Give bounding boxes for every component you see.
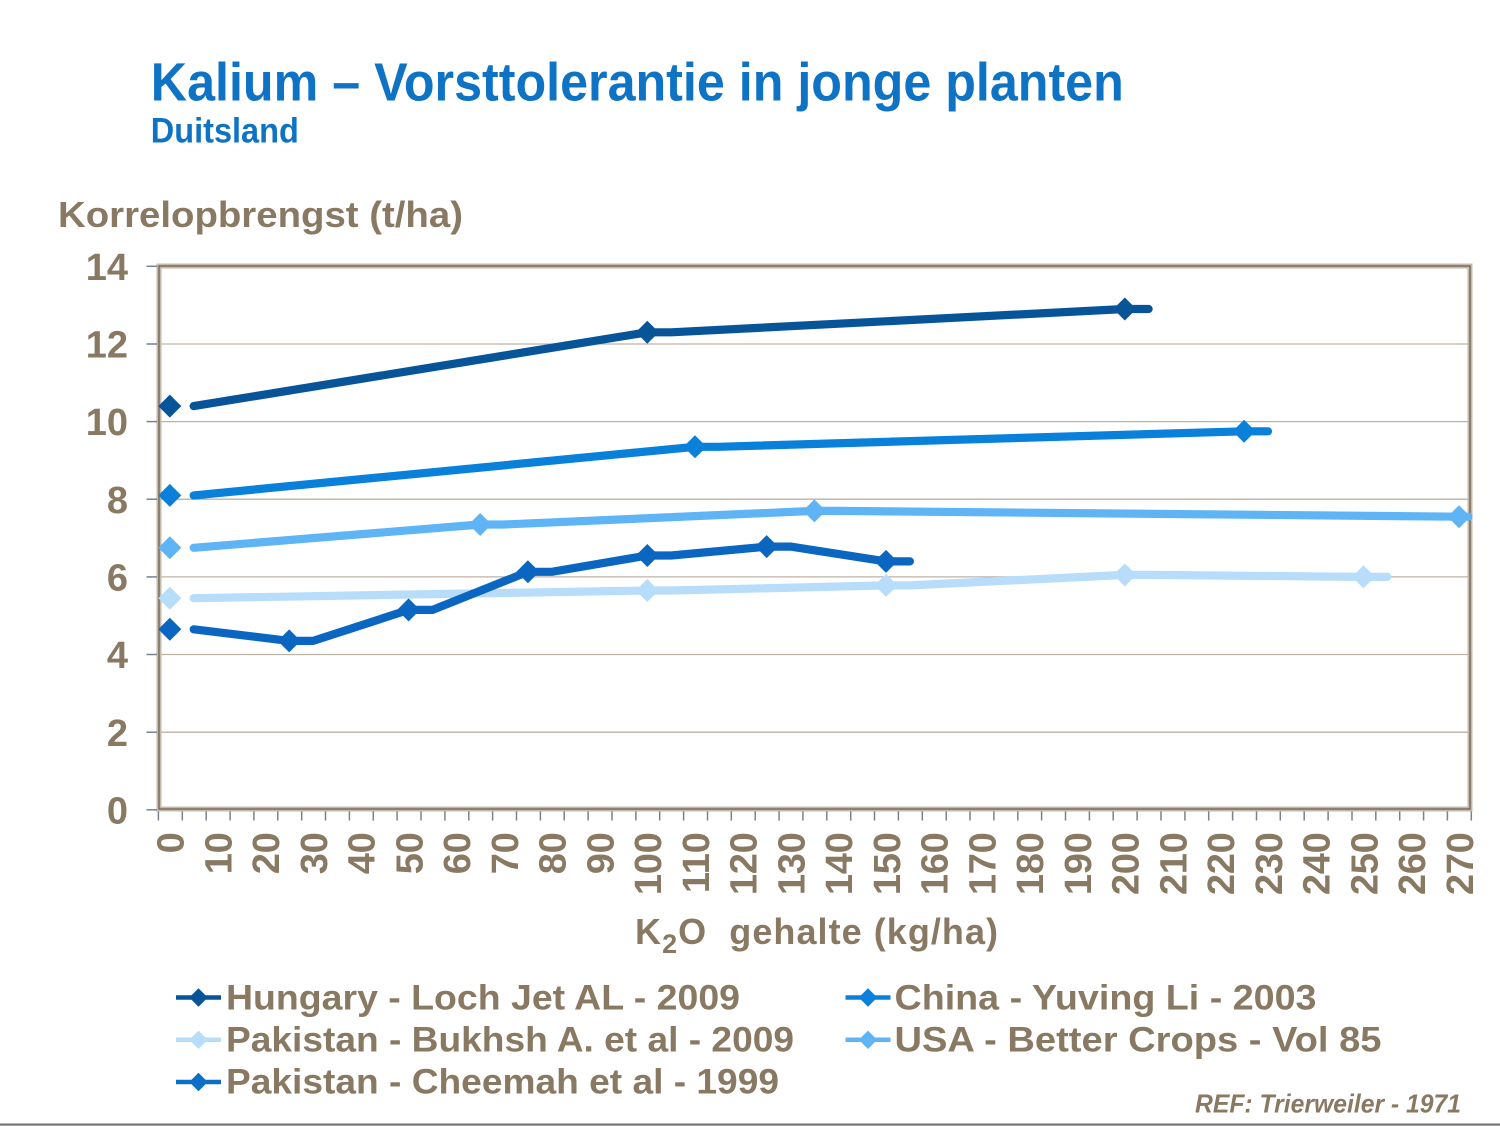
svg-text:Korrelopbrengst (t/ha): Korrelopbrengst (t/ha) <box>58 194 463 235</box>
svg-text:40: 40 <box>342 833 384 875</box>
svg-text:20: 20 <box>246 833 288 875</box>
svg-text:100: 100 <box>628 833 670 896</box>
svg-text:14: 14 <box>86 247 128 289</box>
svg-text:250: 250 <box>1344 833 1386 896</box>
svg-text:10: 10 <box>199 833 241 875</box>
svg-text:50: 50 <box>390 833 432 875</box>
svg-text:4: 4 <box>107 635 128 677</box>
svg-text:60: 60 <box>437 833 479 875</box>
svg-text:110: 110 <box>676 833 718 894</box>
svg-text:170: 170 <box>962 833 1004 896</box>
svg-text:2: 2 <box>107 713 128 755</box>
svg-text:220: 220 <box>1201 833 1243 896</box>
svg-text:150: 150 <box>867 833 909 896</box>
svg-text:0: 0 <box>107 790 128 832</box>
svg-text:240: 240 <box>1297 833 1339 896</box>
svg-text:120: 120 <box>724 833 766 896</box>
svg-text:Kalium – Vorsttolerantie in jo: Kalium – Vorsttolerantie in jonge plante… <box>151 52 1124 112</box>
svg-text:180: 180 <box>1010 833 1052 896</box>
svg-text:12: 12 <box>86 325 128 367</box>
svg-text:China - Yuving Li - 2003: China - Yuving Li - 2003 <box>895 978 1317 1017</box>
svg-text:70: 70 <box>485 833 527 875</box>
svg-text:Hungary - Loch Jet AL - 2009: Hungary - Loch Jet AL - 2009 <box>226 978 740 1017</box>
svg-text:30: 30 <box>294 833 336 875</box>
svg-text:190: 190 <box>1058 833 1100 896</box>
svg-text:Duitsland: Duitsland <box>151 112 299 151</box>
svg-text:260: 260 <box>1392 833 1434 896</box>
svg-text:K2O gehalte (kg/ha): K2O gehalte (kg/ha) <box>635 911 999 959</box>
svg-text:10: 10 <box>86 402 128 444</box>
svg-text:8: 8 <box>107 480 128 522</box>
svg-text:270: 270 <box>1440 833 1482 896</box>
svg-text:6: 6 <box>107 558 128 600</box>
svg-text:USA - Better Crops - Vol 85: USA - Better Crops - Vol 85 <box>895 1020 1382 1059</box>
svg-text:REF: Trierweiler - 1971: REF: Trierweiler - 1971 <box>1195 1089 1461 1119</box>
svg-text:210: 210 <box>1153 833 1195 896</box>
svg-text:Pakistan - Cheemah et al - 199: Pakistan - Cheemah et al - 1999 <box>226 1062 779 1101</box>
svg-text:90: 90 <box>581 833 623 875</box>
svg-text:140: 140 <box>819 833 861 896</box>
svg-text:Pakistan - Bukhsh A. et al - 2: Pakistan - Bukhsh A. et al - 2009 <box>226 1020 794 1059</box>
svg-text:160: 160 <box>915 833 957 896</box>
svg-text:0: 0 <box>151 833 193 854</box>
svg-text:80: 80 <box>533 833 575 875</box>
svg-text:230: 230 <box>1249 833 1291 896</box>
svg-text:130: 130 <box>771 833 813 896</box>
svg-text:200: 200 <box>1106 833 1148 896</box>
